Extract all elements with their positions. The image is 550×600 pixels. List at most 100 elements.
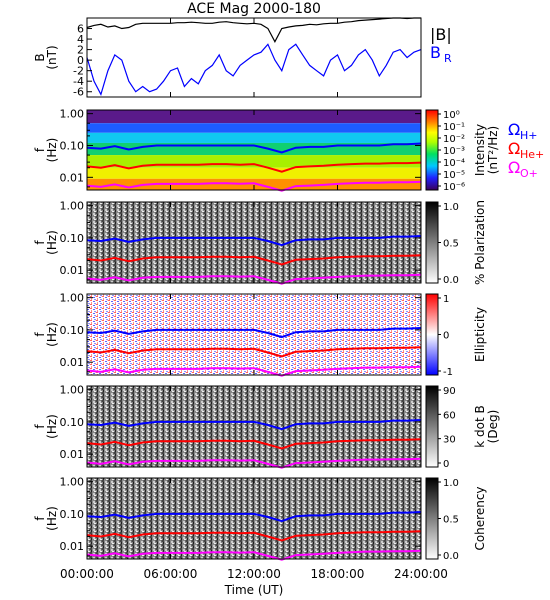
legend-gyro-1: Ω [508,139,520,158]
colorbar [425,201,439,284]
y-tick-label: 0.01 [60,448,85,461]
y-axis-unit: (Hz) [45,230,59,255]
spectrum-band [87,167,421,179]
colorbar-tick-label: 0.0 [443,551,459,562]
colorbar-tick-label: 10⁻³ [443,146,465,157]
y-axis-unit: (Hz) [45,138,59,163]
y-tick-label: 0.01 [60,264,85,277]
y-tick-label: 1.00 [60,200,85,213]
colorbar-tick-label: 0 [443,331,449,342]
y-tick-label: 0.01 [60,356,85,369]
colorbar-label: Intensity [473,124,487,176]
colorbar-unit: (Deg) [486,410,500,444]
panel-backgrounds [87,18,421,559]
x-tick-label: 06:00:00 [144,567,198,581]
gyrofrequency-line-He-plus [86,346,422,358]
chart-title: ACE Mag 2000-180 [187,1,321,17]
colorbar-tick-label: 10⁻⁶ [443,182,465,193]
colorbar-tick-label: 1 [443,294,449,305]
gyrofrequency-line-H-plus [86,235,422,247]
y-tick-label: -4 [73,75,84,88]
colorbar-tick-label: 0.5 [443,515,459,526]
panel-texture [87,386,421,467]
y-axis-unit: (nT) [45,45,59,69]
gyrofrequency-line-H-plus [86,511,422,523]
colorbar-tick-label: -1 [443,367,453,378]
gyrofrequency-line-O-plus [86,457,422,469]
gyrofrequency-line-H-plus [86,327,422,339]
legend-gyro-sub-2: O+ [520,167,538,180]
colorbar-tick-label: 0.0 [443,275,459,286]
y-axis-unit: (Hz) [45,506,59,531]
colorbar-unit: (nT²/Hz) [486,126,500,174]
y-axis-label: f [33,147,47,152]
y-tick-label: -2 [73,65,84,78]
y-tick-label: 1.00 [60,384,85,397]
colorbar-label: Ellipticity [473,307,487,362]
y-axis-label: f [33,240,47,245]
gyrofrequency-line-O-plus [86,365,422,377]
x-tick-label: 12:00:00 [227,567,281,581]
panel-frames [86,17,441,560]
colorbar-tick-label: 1.0 [443,478,459,489]
series-line-b-radial [86,43,422,96]
y-axis-unit: (Hz) [45,414,59,439]
spectrum-band [87,123,421,133]
y-tick-label: 0 [77,54,84,67]
colorbar [425,109,439,191]
y-tick-label: 0.10 [60,232,85,245]
y-axis-label: B [33,53,47,61]
x-axis-label: Time (UT) [224,583,284,597]
gyrofrequency-line-H-plus [86,419,422,431]
colorbar-tick-label: 1.0 [443,202,459,213]
colorbar-label: k dot B [473,405,487,447]
y-axis-label: f [33,332,47,337]
y-tick-label: 0.10 [60,508,85,521]
y-tick-label: 0.10 [60,139,85,152]
colorbar-tick-label: 10⁻⁴ [443,158,465,169]
gyrofrequency-line-O-plus [86,549,422,561]
y-tick-label: 6 [77,23,84,36]
colorbar-tick-label: 10⁰ [443,110,460,121]
series-line-b-magnitude [86,17,421,43]
gyrofrequency-line-He-plus [86,254,422,266]
gyrofrequency-line-He-plus [86,438,422,450]
colorbar-tick-label: 60 [443,410,456,421]
legend-gyro-2: Ω [508,158,520,177]
colorbar-label: Coherency [473,486,487,550]
colorbar [425,385,439,468]
spectrum-band [87,132,421,143]
legend-gyro-sub-1: He+ [520,148,544,161]
y-tick-label: 1.00 [60,292,85,305]
panel-background [87,18,421,97]
colorbar-tick-label: 10⁻¹ [443,122,465,133]
colorbar-tick-label: 30 [443,435,456,446]
y-tick-label: 0.01 [60,171,85,184]
gyrofrequency-line-O-plus [86,273,422,285]
colorbar-tick-label: 10⁻⁵ [443,170,465,181]
y-tick-label: 1.00 [60,108,85,121]
gyrofrequency-line-He-plus [86,161,422,173]
gyrofrequency-line-He-plus [86,530,422,542]
x-tick-label: 18:00:00 [311,567,365,581]
colorbar-tick-label: 0 [443,459,449,470]
y-tick-label: 0.10 [60,324,85,337]
gyrofrequency-line-O-plus [86,180,422,192]
legend-b-radial-sub: R [444,52,452,65]
y-axis-unit: (Hz) [45,322,59,347]
panel-texture [87,478,421,559]
y-axis-label: f [33,516,47,521]
x-tick-label: 00:00:00 [60,567,114,581]
panel-texture [87,202,421,283]
legend-gyro-sub-0: H+ [520,129,538,142]
y-tick-label: 0.10 [60,416,85,429]
y-tick-label: 2 [77,44,84,57]
x-tick-label: 24:00:00 [394,567,448,581]
legend-gyro-0: Ω [508,120,520,139]
y-tick-label: 0.01 [60,540,85,553]
panel-texture [87,294,421,375]
legend-b-radial: B [430,43,441,62]
spectrum-band [87,178,421,190]
